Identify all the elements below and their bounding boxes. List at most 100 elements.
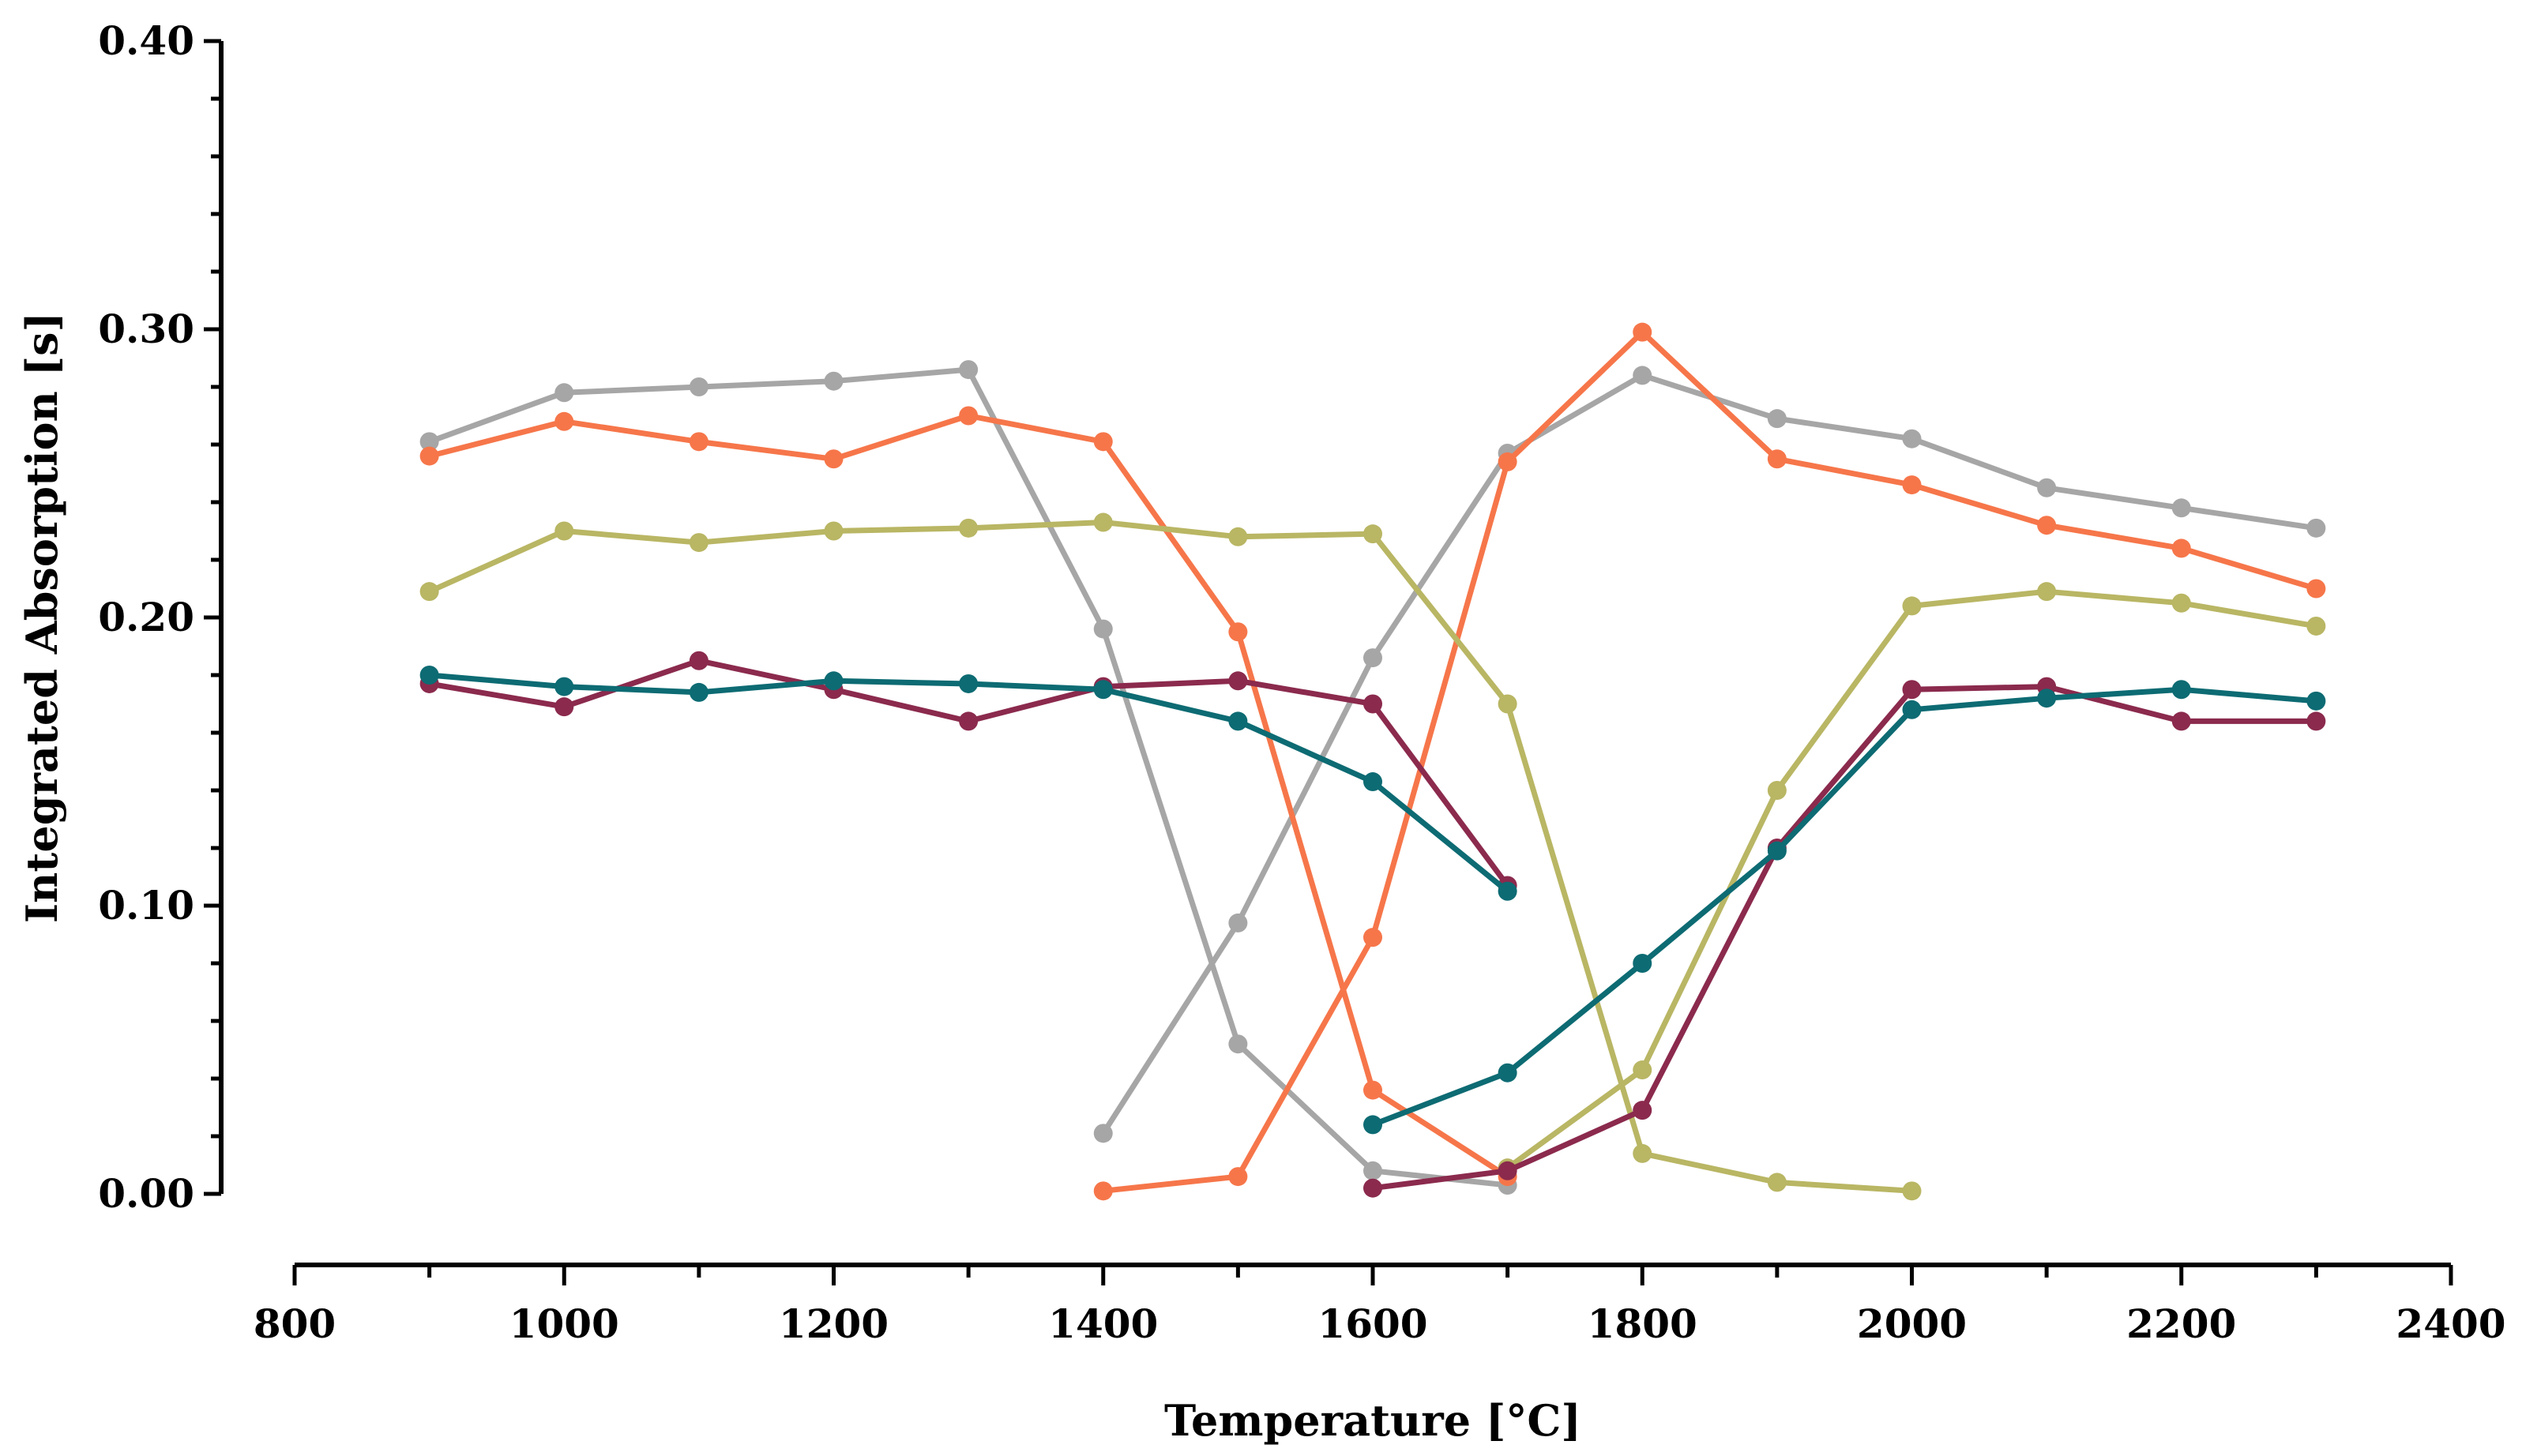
data-point-grey-atomization bbox=[2171, 498, 2191, 518]
data-point-teal-pyrolysis bbox=[959, 674, 979, 693]
data-point-grey-pyrolysis bbox=[554, 383, 574, 403]
data-point-orange-atomization bbox=[1228, 1167, 1248, 1187]
series-orange-atomization bbox=[1093, 322, 2326, 1201]
data-point-olive-atomization bbox=[2306, 616, 2326, 636]
data-point-maroon-pyrolysis bbox=[1363, 694, 1382, 714]
data-point-orange-atomization bbox=[1498, 452, 1517, 471]
data-point-maroon-atomization bbox=[1633, 1101, 1652, 1120]
series-olive-atomization bbox=[1498, 582, 2326, 1178]
data-point-olive-atomization bbox=[2171, 593, 2191, 613]
data-point-teal-pyrolysis bbox=[1228, 711, 1248, 731]
data-point-orange-pyrolysis bbox=[1363, 1080, 1382, 1100]
data-point-grey-atomization bbox=[1093, 1124, 1113, 1143]
data-point-teal-atomization bbox=[1767, 841, 1787, 861]
y-tick-label: 0.00 bbox=[98, 1170, 194, 1217]
data-point-teal-pyrolysis bbox=[1093, 680, 1113, 700]
x-tick-label: 2000 bbox=[1857, 1300, 1967, 1347]
series-line-grey-pyrolysis bbox=[427, 366, 1511, 1188]
data-point-olive-pyrolysis bbox=[689, 533, 708, 553]
y-tick-label: 0.40 bbox=[98, 17, 194, 64]
data-point-teal-atomization bbox=[1363, 1115, 1382, 1135]
data-point-grey-atomization bbox=[1228, 913, 1248, 933]
data-point-olive-atomization bbox=[2037, 582, 2057, 602]
y-tick-label: 0.20 bbox=[98, 594, 194, 640]
data-point-orange-atomization bbox=[1363, 928, 1382, 948]
series-grey-atomization bbox=[1093, 366, 2326, 1143]
data-point-grey-pyrolysis bbox=[1093, 619, 1113, 639]
data-point-orange-pyrolysis bbox=[959, 406, 979, 426]
data-point-maroon-atomization bbox=[1363, 1178, 1382, 1198]
data-point-olive-pyrolysis bbox=[554, 521, 574, 541]
data-point-grey-atomization bbox=[1902, 429, 1922, 448]
data-point-orange-atomization bbox=[1093, 1181, 1113, 1201]
x-tick-label: 1000 bbox=[509, 1300, 619, 1347]
x-axis-title: Temperature [°C] bbox=[1164, 1395, 1581, 1446]
data-point-orange-atomization bbox=[1633, 322, 1652, 342]
x-axis: 800 1000 1200 1400 1600 1800 2000 2200 2400 bbox=[254, 1263, 2506, 1347]
data-point-grey-pyrolysis bbox=[824, 371, 844, 391]
series-line-grey-atomization bbox=[1100, 372, 2319, 1136]
data-point-teal-atomization bbox=[1498, 1063, 1517, 1083]
data-point-grey-pyrolysis bbox=[419, 432, 439, 452]
series-line-maroon-atomization bbox=[1370, 684, 2319, 1191]
data-point-olive-pyrolysis bbox=[1767, 1173, 1787, 1192]
data-point-maroon-atomization bbox=[2171, 711, 2191, 731]
data-point-olive-pyrolysis bbox=[1093, 512, 1113, 532]
data-point-grey-atomization bbox=[1767, 409, 1787, 429]
data-point-orange-atomization bbox=[1767, 449, 1787, 469]
series-line-orange-atomization bbox=[1100, 329, 2319, 1194]
data-point-teal-pyrolysis bbox=[419, 666, 439, 685]
data-point-orange-pyrolysis bbox=[419, 446, 439, 466]
data-point-grey-atomization bbox=[1363, 648, 1382, 668]
data-point-grey-pyrolysis bbox=[1228, 1034, 1248, 1054]
x-tick-label: 1400 bbox=[1048, 1300, 1158, 1347]
series-maroon-atomization bbox=[1363, 677, 2326, 1198]
data-point-olive-pyrolysis bbox=[1902, 1181, 1922, 1201]
data-point-olive-pyrolysis bbox=[1633, 1143, 1652, 1163]
series-line-maroon-pyrolysis bbox=[427, 658, 1511, 888]
data-point-orange-atomization bbox=[1902, 475, 1922, 495]
data-point-teal-atomization bbox=[1633, 954, 1652, 973]
data-point-orange-pyrolysis bbox=[1093, 432, 1113, 452]
data-point-olive-pyrolysis bbox=[419, 582, 439, 602]
y-tick-label: 0.10 bbox=[98, 882, 194, 929]
x-tick-label: 1800 bbox=[1588, 1300, 1697, 1347]
data-point-maroon-atomization bbox=[1498, 1161, 1517, 1180]
data-point-grey-atomization bbox=[2037, 478, 2057, 497]
data-point-olive-pyrolysis bbox=[1228, 527, 1248, 546]
y-axis-title: Integrated Absorption [s] bbox=[17, 312, 67, 923]
data-point-olive-pyrolysis bbox=[1498, 694, 1517, 714]
data-point-olive-atomization bbox=[1767, 781, 1787, 800]
series-layer bbox=[419, 322, 2326, 1201]
data-point-teal-pyrolysis bbox=[689, 682, 708, 702]
series-teal-atomization bbox=[1363, 680, 2326, 1135]
data-point-maroon-pyrolysis bbox=[554, 697, 574, 717]
data-point-olive-atomization bbox=[1633, 1060, 1652, 1080]
data-point-maroon-pyrolysis bbox=[1228, 671, 1248, 691]
data-point-grey-atomization bbox=[1633, 366, 1652, 385]
x-tick-label: 800 bbox=[254, 1300, 336, 1347]
y-axis: 0.00 0.10 0.20 0.30 0.40 bbox=[98, 17, 224, 1217]
x-tick-label: 1200 bbox=[779, 1300, 889, 1347]
data-point-olive-pyrolysis bbox=[824, 521, 844, 541]
data-point-orange-atomization bbox=[2306, 579, 2326, 599]
data-point-maroon-atomization bbox=[2306, 711, 2326, 731]
data-point-orange-pyrolysis bbox=[824, 449, 844, 469]
data-point-grey-pyrolysis bbox=[689, 377, 708, 396]
data-point-teal-pyrolysis bbox=[1498, 881, 1517, 901]
data-point-teal-atomization bbox=[2306, 691, 2326, 711]
data-point-orange-pyrolysis bbox=[689, 432, 708, 452]
data-point-olive-pyrolysis bbox=[1363, 524, 1382, 544]
data-point-olive-atomization bbox=[1902, 596, 1922, 616]
data-point-maroon-atomization bbox=[1902, 680, 1922, 700]
data-point-grey-pyrolysis bbox=[959, 360, 979, 380]
y-tick-label: 0.30 bbox=[98, 306, 194, 352]
data-point-teal-pyrolysis bbox=[824, 671, 844, 691]
data-point-orange-atomization bbox=[2037, 516, 2057, 535]
data-point-teal-atomization bbox=[2171, 680, 2191, 700]
series-olive-pyrolysis bbox=[419, 512, 1922, 1201]
data-point-orange-pyrolysis bbox=[1228, 622, 1248, 642]
data-point-orange-atomization bbox=[2171, 538, 2191, 558]
series-teal-pyrolysis bbox=[419, 666, 1517, 901]
